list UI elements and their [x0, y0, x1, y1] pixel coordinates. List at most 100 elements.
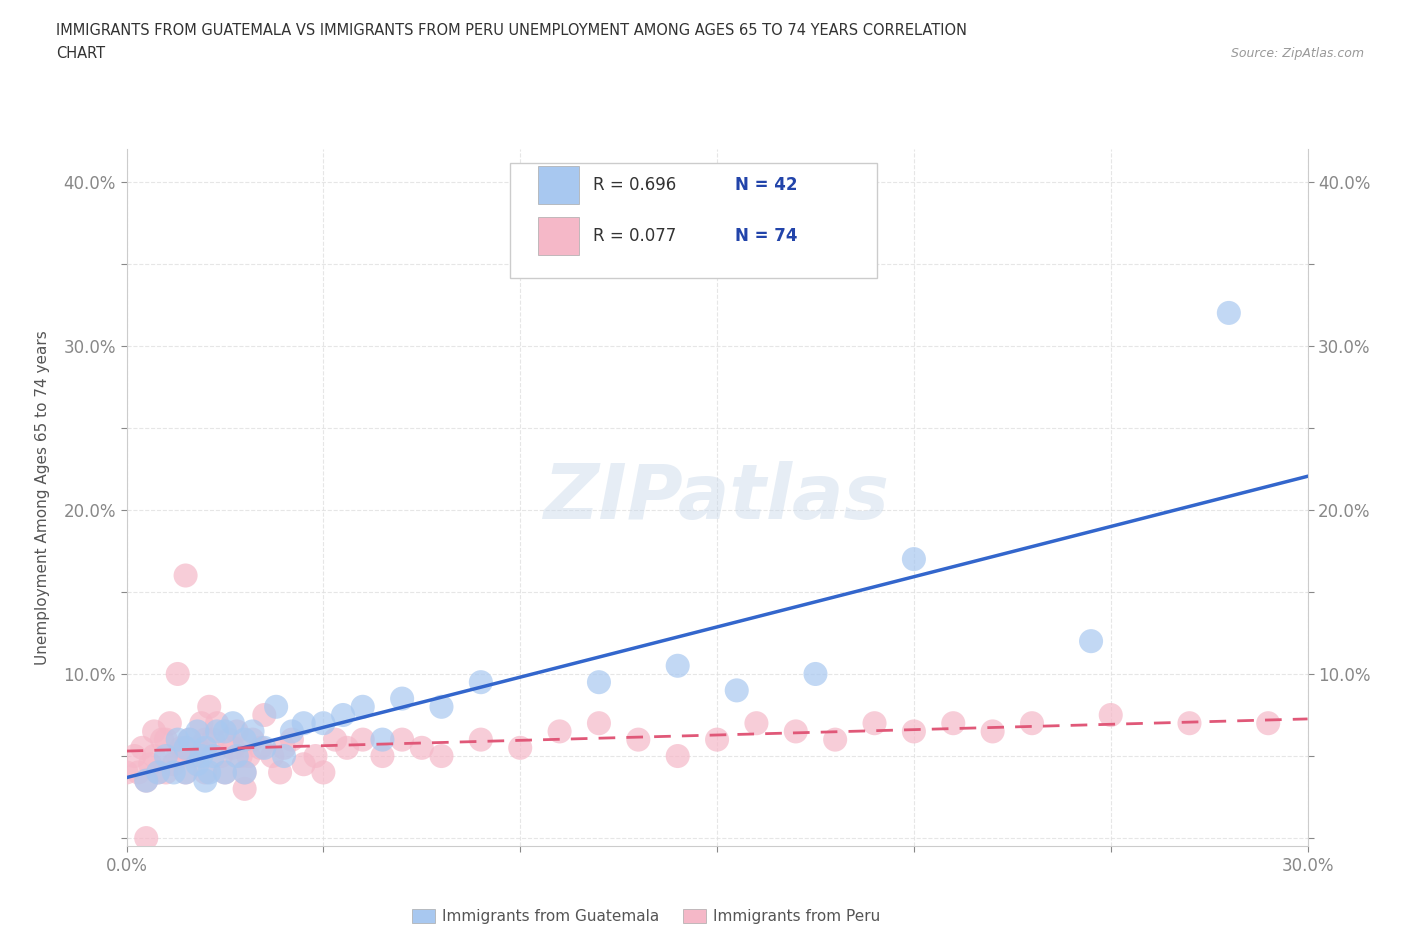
Point	[336, 740, 359, 755]
Point	[179, 732, 201, 747]
Point	[190, 749, 212, 764]
Point	[214, 765, 236, 780]
Text: R = 0.077: R = 0.077	[593, 227, 676, 245]
Point	[666, 749, 689, 764]
Legend: Immigrants from Guatemala, Immigrants from Peru: Immigrants from Guatemala, Immigrants fr…	[406, 903, 887, 930]
Point	[139, 757, 162, 772]
Point	[785, 724, 807, 738]
Point	[411, 740, 433, 755]
Point	[666, 658, 689, 673]
Point	[238, 749, 260, 764]
Point	[194, 740, 217, 755]
Point	[183, 749, 205, 764]
Point	[222, 740, 245, 755]
Point	[242, 724, 264, 738]
Point	[273, 740, 295, 755]
Point	[470, 732, 492, 747]
Point	[198, 765, 221, 780]
Point	[155, 732, 177, 747]
Point	[209, 749, 232, 764]
Point	[174, 740, 197, 755]
Text: N = 42: N = 42	[735, 176, 797, 193]
Point	[391, 732, 413, 747]
Point	[143, 749, 166, 764]
Point	[194, 773, 217, 788]
Point	[253, 740, 276, 755]
Point	[186, 740, 208, 755]
Point	[146, 765, 169, 780]
Y-axis label: Unemployment Among Ages 65 to 74 years: Unemployment Among Ages 65 to 74 years	[35, 330, 49, 665]
Point	[198, 699, 221, 714]
Point	[292, 757, 315, 772]
Point	[124, 749, 146, 764]
Point	[352, 732, 374, 747]
Point	[163, 757, 186, 772]
Point	[981, 724, 1004, 738]
Point	[262, 749, 284, 764]
Point	[166, 749, 188, 764]
Point	[1218, 305, 1240, 320]
Point	[229, 749, 252, 764]
Point	[190, 716, 212, 731]
Point	[143, 724, 166, 738]
Point	[214, 724, 236, 738]
Point	[222, 716, 245, 731]
Point	[135, 773, 157, 788]
Point	[135, 773, 157, 788]
Point	[430, 699, 453, 714]
Point	[273, 749, 295, 764]
Point	[225, 749, 247, 764]
Point	[249, 740, 271, 755]
Point	[371, 749, 394, 764]
Point	[1080, 633, 1102, 648]
Point	[233, 765, 256, 780]
Point	[548, 724, 571, 738]
Point	[942, 716, 965, 731]
Point	[304, 749, 326, 764]
Point	[903, 551, 925, 566]
Point	[588, 716, 610, 731]
Point	[269, 765, 291, 780]
FancyBboxPatch shape	[510, 163, 876, 278]
Point	[146, 765, 169, 780]
Point	[233, 765, 256, 780]
Point	[292, 716, 315, 731]
Point	[804, 667, 827, 682]
Point	[391, 691, 413, 706]
Point	[159, 716, 181, 731]
Point	[131, 740, 153, 755]
Text: R = 0.696: R = 0.696	[593, 176, 676, 193]
Point	[706, 732, 728, 747]
Point	[233, 781, 256, 796]
Text: N = 74: N = 74	[735, 227, 797, 245]
Point	[218, 732, 240, 747]
Point	[155, 765, 177, 780]
Point	[202, 732, 225, 747]
FancyBboxPatch shape	[537, 166, 579, 204]
Point	[725, 683, 748, 698]
Point	[627, 732, 650, 747]
Text: Source: ZipAtlas.com: Source: ZipAtlas.com	[1230, 46, 1364, 60]
Point	[903, 724, 925, 738]
Text: CHART: CHART	[56, 46, 105, 61]
Point	[115, 765, 138, 780]
Point	[281, 724, 304, 738]
Point	[174, 568, 197, 583]
Point	[323, 732, 346, 747]
Point	[163, 765, 186, 780]
Point	[745, 716, 768, 731]
Point	[312, 716, 335, 731]
Point	[509, 740, 531, 755]
Point	[371, 732, 394, 747]
Point	[170, 740, 193, 755]
Point	[186, 757, 208, 772]
Point	[1099, 708, 1122, 723]
Point	[332, 708, 354, 723]
Point	[253, 708, 276, 723]
Point	[1021, 716, 1043, 731]
Point	[225, 724, 247, 738]
Point	[470, 675, 492, 690]
Point	[352, 699, 374, 714]
Point	[588, 675, 610, 690]
Point	[179, 732, 201, 747]
